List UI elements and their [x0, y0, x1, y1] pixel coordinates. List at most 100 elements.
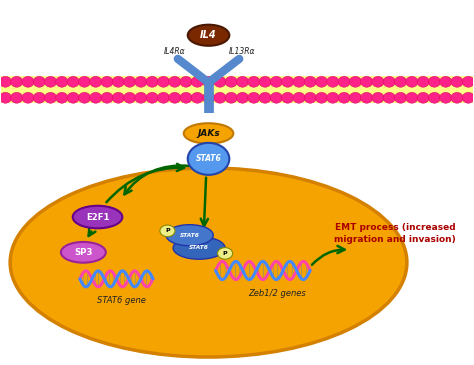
Ellipse shape: [338, 92, 350, 103]
Ellipse shape: [270, 92, 283, 103]
Ellipse shape: [247, 92, 260, 103]
Text: E2F1: E2F1: [86, 212, 109, 222]
Ellipse shape: [202, 92, 215, 103]
Ellipse shape: [214, 92, 226, 103]
Circle shape: [188, 143, 229, 175]
Ellipse shape: [237, 92, 249, 103]
Ellipse shape: [349, 76, 362, 87]
Ellipse shape: [135, 76, 147, 87]
Ellipse shape: [10, 168, 407, 357]
Text: Zeb1/2 genes: Zeb1/2 genes: [248, 289, 306, 298]
Ellipse shape: [259, 76, 271, 87]
Ellipse shape: [394, 76, 407, 87]
Ellipse shape: [180, 92, 192, 103]
Ellipse shape: [101, 92, 113, 103]
Ellipse shape: [304, 76, 317, 87]
Ellipse shape: [0, 92, 11, 103]
Ellipse shape: [78, 92, 91, 103]
Ellipse shape: [112, 76, 125, 87]
Ellipse shape: [45, 76, 57, 87]
Ellipse shape: [462, 76, 474, 87]
Text: EMT process (increased
migration and invasion): EMT process (increased migration and inv…: [334, 223, 456, 244]
Ellipse shape: [33, 92, 46, 103]
Ellipse shape: [146, 92, 158, 103]
Ellipse shape: [214, 76, 226, 87]
Text: IL13Rα: IL13Rα: [229, 47, 256, 56]
Ellipse shape: [383, 76, 395, 87]
Ellipse shape: [135, 92, 147, 103]
Ellipse shape: [406, 92, 418, 103]
Ellipse shape: [462, 92, 474, 103]
Ellipse shape: [338, 76, 350, 87]
Ellipse shape: [383, 92, 395, 103]
Ellipse shape: [123, 76, 136, 87]
Ellipse shape: [157, 92, 170, 103]
Ellipse shape: [259, 92, 271, 103]
Circle shape: [218, 247, 233, 259]
Ellipse shape: [327, 76, 339, 87]
Ellipse shape: [10, 76, 23, 87]
Ellipse shape: [439, 76, 452, 87]
Ellipse shape: [202, 76, 215, 87]
Text: STAT6: STAT6: [189, 245, 209, 250]
Ellipse shape: [67, 76, 79, 87]
Ellipse shape: [361, 76, 373, 87]
Ellipse shape: [282, 76, 294, 87]
Ellipse shape: [406, 76, 418, 87]
Ellipse shape: [191, 76, 203, 87]
Ellipse shape: [56, 92, 68, 103]
Ellipse shape: [184, 123, 233, 143]
Ellipse shape: [112, 92, 125, 103]
Text: SP3: SP3: [74, 248, 92, 257]
Text: P: P: [165, 228, 170, 233]
Ellipse shape: [22, 76, 34, 87]
Ellipse shape: [293, 92, 305, 103]
Ellipse shape: [417, 92, 429, 103]
Ellipse shape: [304, 92, 317, 103]
Text: IL4Rα: IL4Rα: [164, 47, 185, 56]
Ellipse shape: [61, 242, 106, 263]
Ellipse shape: [451, 92, 463, 103]
Ellipse shape: [372, 92, 384, 103]
Ellipse shape: [394, 92, 407, 103]
Ellipse shape: [428, 92, 441, 103]
Text: STAT6 gene: STAT6 gene: [97, 296, 146, 305]
Ellipse shape: [237, 76, 249, 87]
Text: P: P: [223, 251, 228, 256]
Ellipse shape: [169, 92, 181, 103]
Ellipse shape: [225, 76, 237, 87]
Ellipse shape: [146, 76, 158, 87]
Ellipse shape: [45, 92, 57, 103]
Text: STAT6: STAT6: [196, 154, 221, 164]
Ellipse shape: [315, 92, 328, 103]
Ellipse shape: [327, 92, 339, 103]
Ellipse shape: [282, 92, 294, 103]
Ellipse shape: [247, 76, 260, 87]
FancyBboxPatch shape: [0, 76, 473, 103]
Ellipse shape: [180, 76, 192, 87]
Ellipse shape: [349, 92, 362, 103]
Ellipse shape: [293, 76, 305, 87]
Ellipse shape: [166, 225, 213, 246]
Circle shape: [160, 225, 175, 237]
Ellipse shape: [73, 206, 122, 228]
Ellipse shape: [315, 76, 328, 87]
Ellipse shape: [67, 92, 79, 103]
Ellipse shape: [191, 92, 203, 103]
Text: STAT6: STAT6: [180, 233, 200, 238]
Ellipse shape: [169, 76, 181, 87]
Ellipse shape: [22, 92, 34, 103]
Ellipse shape: [451, 76, 463, 87]
Ellipse shape: [173, 237, 225, 259]
Ellipse shape: [428, 76, 441, 87]
Ellipse shape: [188, 25, 229, 46]
Ellipse shape: [90, 92, 102, 103]
Ellipse shape: [361, 92, 373, 103]
Ellipse shape: [56, 76, 68, 87]
Ellipse shape: [439, 92, 452, 103]
Ellipse shape: [372, 76, 384, 87]
Ellipse shape: [78, 76, 91, 87]
Text: IL4: IL4: [200, 30, 217, 40]
Ellipse shape: [225, 92, 237, 103]
Ellipse shape: [10, 92, 23, 103]
